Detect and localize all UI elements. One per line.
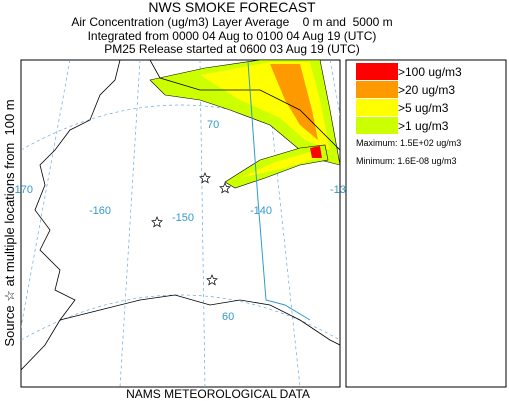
legend: >100 ug/m3 >20 ug/m3 >5 ug/m3 >1 ug/m3 Maxim… [345, 59, 507, 388]
legend-label: >100 ug/m3 [398, 65, 462, 79]
footer: NAMS METEOROLOGICAL DATA [126, 387, 310, 401]
subtitle: Air Concentration (ug/m3) Layer Average … [71, 15, 392, 29]
legend-minimum: Minimum: 1.6E-08 ug/m3 [356, 156, 457, 166]
map-label: 70 [207, 119, 219, 131]
subtitle: Integrated from 0000 04 Aug to 0100 04 A… [88, 29, 377, 43]
map-label: -140 [250, 205, 272, 217]
map: 70 -170 -160 -150 -140 -130 60 [11, 59, 352, 388]
smoke-area [310, 146, 322, 158]
legend-maximum: Maximum: 1.5E+02 ug/m3 [356, 138, 461, 148]
legend-label: >5 ug/m3 [398, 101, 449, 115]
border [247, 61, 311, 321]
smoke-area [270, 64, 318, 140]
legend-label: >1 ug/m3 [398, 119, 449, 133]
legend-swatch [356, 117, 398, 134]
map-label: -150 [172, 212, 194, 224]
map-label: -160 [89, 205, 111, 217]
legend-label: >20 ug/m3 [398, 83, 455, 97]
smoke-area [240, 152, 318, 178]
title: NWS SMOKE FORECAST [148, 0, 316, 15]
map-label: -170 [11, 184, 33, 196]
coastline [21, 60, 340, 371]
side-label: Source ☆ at multiple locations from 100 … [2, 99, 17, 346]
coastline [149, 60, 340, 151]
legend-swatch [356, 99, 398, 116]
subtitle: PM25 Release started at 0600 03 Aug 19 (… [104, 42, 359, 56]
graticule [21, 60, 340, 387]
legend-swatch [356, 63, 398, 80]
source-stars [151, 172, 231, 286]
map-label: 60 [222, 311, 234, 323]
legend-swatch [356, 81, 398, 98]
